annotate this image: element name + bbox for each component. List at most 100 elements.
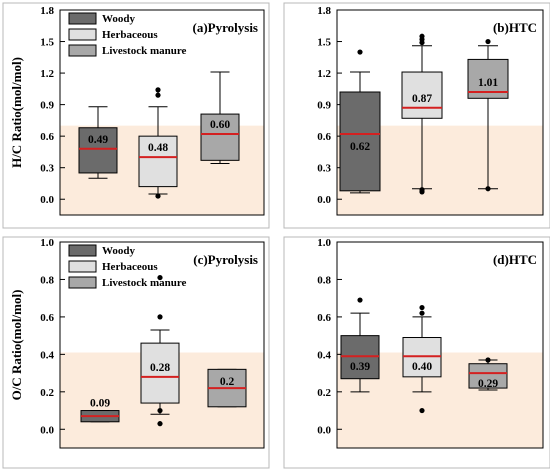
- y-tick-label: 1.8: [317, 5, 331, 17]
- y-tick-label: 0.0: [40, 194, 54, 206]
- outlier-point: [419, 407, 425, 414]
- outlier-point: [157, 314, 163, 320]
- box-woody: 0.09: [80, 398, 120, 423]
- median-value-label: 0.60: [210, 119, 230, 131]
- box-herbaceous: 0.48: [138, 87, 178, 199]
- y-tick-label: 0.8: [317, 274, 331, 286]
- outlier-point: [485, 357, 491, 363]
- box-woody: 0.62: [339, 49, 381, 194]
- median-value-label: 0.62: [350, 141, 370, 153]
- y-tick-label: 1.2: [40, 68, 54, 80]
- median-value-label: 1.01: [478, 77, 498, 89]
- y-tick-label: 0.3: [40, 163, 54, 175]
- box-livestock: 0.60: [200, 71, 240, 164]
- outlier-point: [155, 92, 161, 98]
- box-livestock: 1.01: [467, 38, 509, 192]
- y-tick-label: 0.0: [317, 194, 331, 206]
- y-tick-label: 0.6: [317, 131, 331, 143]
- legend-entry: Woody: [102, 13, 136, 25]
- y-tick-label: 1.0: [40, 237, 54, 249]
- y-tick-label: 0.0: [317, 424, 331, 436]
- y-tick-label: 0.9: [317, 100, 331, 112]
- median-value-label: 0.39: [350, 361, 370, 373]
- y-tick-label: 1.5: [317, 37, 331, 49]
- box-body: [339, 91, 381, 192]
- box-herbaceous: 0.28: [140, 274, 180, 427]
- y-tick-label: 0.4: [317, 349, 331, 361]
- y-tick-label: 0.2: [40, 387, 54, 399]
- outlier-point: [357, 297, 363, 303]
- box-body: [468, 363, 508, 389]
- legend-entry: Livestock manure: [102, 45, 187, 57]
- panel-c-pyrolysis-oc: 0.0 0.2 0.4 0.6 0.8 1.0 O/C Ratio(mol/mol) (c)P…: [2, 236, 270, 469]
- y-tick-label: 0.3: [317, 163, 331, 175]
- panel-a-pyrolysis-hc: 0.0 0.3 0.6 0.9 1.2 1.5 1.8 H/C Ratio(mol/mol) (…: [2, 2, 270, 229]
- legend-swatch: [68, 12, 97, 25]
- legend-entry: Livestock manure: [102, 277, 187, 289]
- plot-area: [59, 9, 265, 216]
- y-tick-label: 0.4: [40, 349, 54, 361]
- box-body: [401, 71, 443, 119]
- median-value-label: 0.2: [220, 376, 235, 388]
- median-value-label: 0.09: [90, 398, 110, 410]
- box-body: [140, 342, 180, 404]
- y-tick-label: 0.6: [317, 312, 331, 324]
- y-tick-label: 1.2: [317, 68, 331, 80]
- median-value-label: 0.28: [150, 362, 170, 374]
- outlier-point: [419, 310, 425, 316]
- legend-swatch: [68, 44, 97, 57]
- panel-title: (a)Pyrolysis: [193, 20, 258, 35]
- y-tick-label: 1.8: [40, 5, 54, 17]
- outlier-point: [157, 274, 163, 281]
- median-value-label: 0.48: [148, 142, 168, 154]
- outlier-point: [357, 49, 363, 55]
- legend-entry: Herbaceous: [102, 261, 158, 273]
- outlier-point: [155, 193, 161, 199]
- panel-b-htc-hc: 0.0 0.3 0.6 0.9 1.2 1.5 1.8 (b)HTC 0.62 0.87 1.01: [283, 2, 550, 229]
- plot-area: [59, 241, 265, 449]
- panel-d-htc-oc: 0.0 0.2 0.4 0.6 0.8 1.0 (d)HTC 0.39 0.40 0.29: [283, 236, 550, 469]
- panel-title: (d)HTC: [493, 252, 537, 267]
- legend-swatch: [68, 244, 97, 257]
- box-body: [138, 135, 178, 188]
- panel-title: (c)Pyrolysis: [193, 252, 258, 267]
- legend-entry: Woody: [102, 245, 136, 257]
- y-axis-label: O/C Ratio(mol/mol): [9, 290, 24, 401]
- box-woody: 0.49: [78, 106, 118, 179]
- median-value-label: 0.49: [88, 134, 108, 146]
- legend-swatch: [68, 260, 97, 273]
- median-value-label: 0.29: [478, 378, 498, 390]
- box-livestock: 0.29: [468, 357, 508, 391]
- outlier-point: [155, 87, 161, 93]
- outlier-point: [485, 186, 491, 192]
- y-tick-label: 0.2: [317, 387, 331, 399]
- y-tick-label: 0.6: [40, 131, 54, 143]
- outlier-point: [157, 407, 163, 414]
- y-tick-label: 0.0: [40, 424, 54, 436]
- outlier-point: [419, 187, 425, 193]
- y-axis-label: H/C Ratio(mol/mol): [9, 57, 24, 168]
- box-body: [200, 113, 240, 161]
- outlier-point: [157, 421, 163, 427]
- plot-area: [336, 9, 544, 216]
- median-value-label: 0.40: [412, 361, 432, 373]
- legend-entry: Herbaceous: [102, 29, 158, 41]
- y-tick-label: 1.5: [40, 37, 54, 49]
- box-body: [78, 127, 118, 174]
- median-value-label: 0.87: [412, 93, 432, 105]
- box-livestock: 0.2: [207, 368, 247, 408]
- plot-area: [336, 241, 544, 449]
- outlier-point: [419, 304, 425, 311]
- y-tick-label: 0.6: [40, 312, 54, 324]
- y-tick-label: 1.0: [317, 237, 331, 249]
- box-woody: 0.39: [340, 297, 380, 393]
- panel-title: (b)HTC: [493, 20, 537, 35]
- y-tick-label: 0.9: [40, 100, 54, 112]
- legend-swatch: [68, 276, 97, 289]
- y-tick-label: 0.8: [40, 274, 54, 286]
- outlier-point: [419, 33, 425, 39]
- legend-swatch: [68, 28, 97, 41]
- box-herbaceous: 0.87: [401, 33, 443, 195]
- box-herbaceous: 0.40: [402, 304, 442, 414]
